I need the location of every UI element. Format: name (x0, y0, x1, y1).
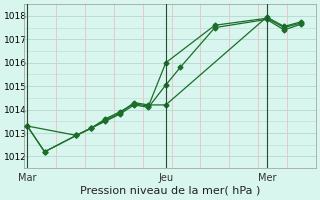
X-axis label: Pression niveau de la mer( hPa ): Pression niveau de la mer( hPa ) (80, 186, 260, 196)
